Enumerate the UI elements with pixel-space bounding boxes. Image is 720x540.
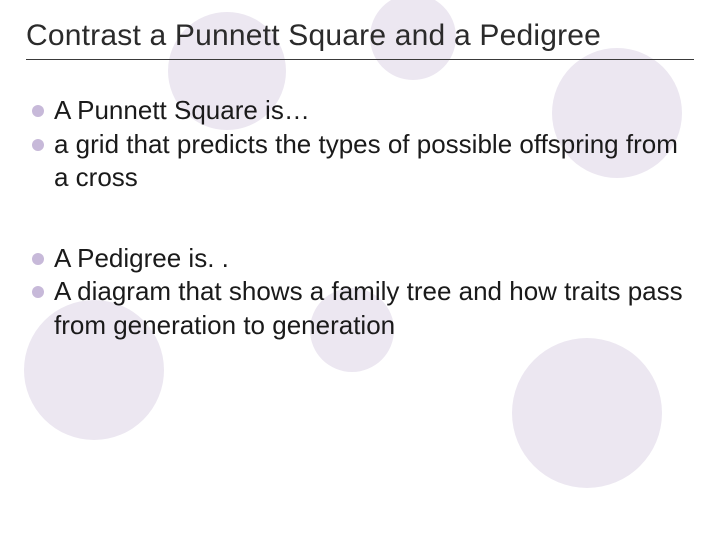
bullet-icon — [32, 253, 44, 265]
bullet-icon — [32, 105, 44, 117]
bullet-icon — [32, 139, 44, 151]
bullet-text: A Pedigree is. . — [54, 242, 694, 275]
bullet-group-1: A Punnett Square is… a grid that predict… — [26, 94, 694, 194]
bullet-item: A diagram that shows a family tree and h… — [32, 275, 694, 342]
bullet-item: A Pedigree is. . — [32, 242, 694, 275]
bullet-text: a grid that predicts the types of possib… — [54, 128, 694, 195]
bullet-text: A Punnett Square is… — [54, 94, 694, 127]
bullet-text: A diagram that shows a family tree and h… — [54, 275, 694, 342]
slide-content: Contrast a Punnett Square and a Pedigree… — [0, 0, 720, 342]
bullet-group-2: A Pedigree is. . A diagram that shows a … — [26, 242, 694, 342]
bullet-item: a grid that predicts the types of possib… — [32, 128, 694, 195]
slide-title: Contrast a Punnett Square and a Pedigree — [26, 18, 694, 60]
bullet-icon — [32, 286, 44, 298]
bg-circle — [512, 338, 662, 488]
bullet-item: A Punnett Square is… — [32, 94, 694, 127]
